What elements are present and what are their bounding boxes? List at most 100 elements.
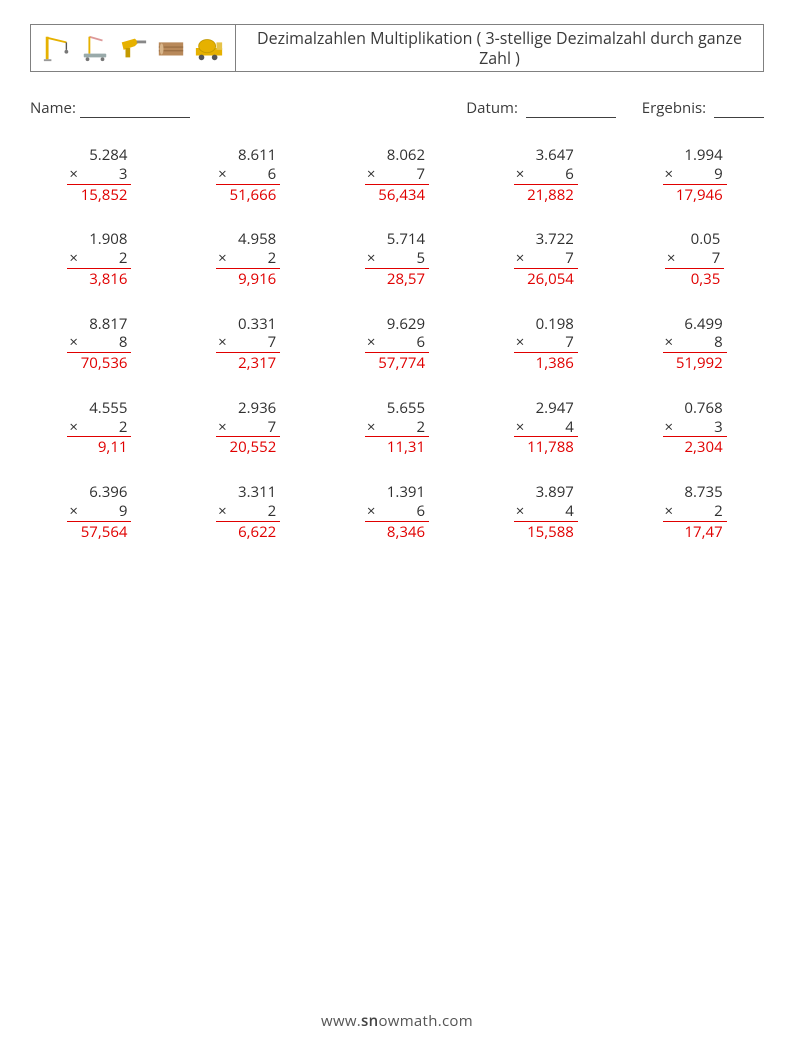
answer: 1,386 [514,352,578,373]
multiplier: 2 [248,501,276,521]
times-symbol: × [663,502,674,521]
multiplicand: 0.768 [663,399,727,418]
multiplier-row: × 6 [514,165,578,185]
answer: 51,666 [216,184,280,205]
multiplicand: 1.391 [365,483,429,502]
date-blank[interactable] [526,104,616,118]
problem: 4.958× 2 9,916 [179,230,318,288]
multiplier-row: × 7 [665,249,724,269]
multiplier: 2 [99,248,127,268]
multiplier: 6 [397,501,425,521]
multiplicand: 9.629 [365,315,429,334]
problem: 1.908× 2 3,816 [30,230,169,288]
multiplier-row: × 9 [67,502,131,522]
crane-platform-icon [79,32,111,64]
answer: 17,47 [663,521,727,542]
multiplicand: 0.331 [216,315,280,334]
multiplier: 7 [397,164,425,184]
name-blank[interactable] [80,104,190,118]
answer: 15,588 [514,521,578,542]
times-symbol: × [67,249,78,268]
multiplier: 6 [546,164,574,184]
times-symbol: × [514,165,525,184]
answer: 26,054 [514,268,578,289]
multiplicand: 3.722 [514,230,578,249]
times-symbol: × [216,418,227,437]
multiplier: 7 [692,248,720,268]
times-symbol: × [216,165,227,184]
answer: 28,57 [365,268,429,289]
multiplicand: 4.958 [216,230,280,249]
multiplier-row: × 6 [365,502,429,522]
problem: 0.198× 7 1,386 [476,315,615,373]
drill-icon [117,32,149,64]
multiplicand: 5.655 [365,399,429,418]
multiplier-row: × 7 [216,333,280,353]
multiplier-row: × 9 [663,165,727,185]
answer: 2,304 [663,436,727,457]
problem: 3.311× 2 6,622 [179,483,318,541]
problem: 0.331× 7 2,317 [179,315,318,373]
meta-row: Name: Datum: Ergebnis: [30,98,764,118]
worksheet-title: Dezimalzahlen Multiplikation ( 3-stellig… [236,25,763,71]
times-symbol: × [365,502,376,521]
multiplier-row: × 2 [365,418,429,438]
multiplier-row: × 2 [216,502,280,522]
worksheet-header: Dezimalzahlen Multiplikation ( 3-stellig… [30,24,764,72]
multiplier-row: × 8 [67,333,131,353]
multiplicand: 3.897 [514,483,578,502]
multiplier-row: × 3 [67,165,131,185]
times-symbol: × [365,165,376,184]
problem: 8.817× 870,536 [30,315,169,373]
problem: 5.284× 315,852 [30,146,169,204]
multiplicand: 8.062 [365,146,429,165]
problem: 0.05× 7 0,35 [625,230,764,288]
multiplicand: 5.714 [365,230,429,249]
multiplier-row: × 6 [216,165,280,185]
times-symbol: × [67,502,78,521]
times-symbol: × [67,333,78,352]
problem: 8.735× 2 17,47 [625,483,764,541]
result-label: Ergebnis: [642,98,706,118]
answer: 11,788 [514,436,578,457]
answer: 20,552 [216,436,280,457]
multiplier-row: × 8 [663,333,727,353]
multiplicand: 3.647 [514,146,578,165]
multiplier: 7 [546,332,574,352]
multiplier: 7 [546,248,574,268]
answer: 9,916 [216,268,280,289]
answer: 6,622 [216,521,280,542]
problems-grid: 5.284× 315,852 8.611× 651,666 8.062× 756… [30,146,764,541]
times-symbol: × [514,502,525,521]
multiplier: 3 [695,417,723,437]
multiplicand: 1.908 [67,230,131,249]
multiplier: 4 [546,417,574,437]
answer: 21,882 [514,184,578,205]
problem: 3.647× 621,882 [476,146,615,204]
answer: 11,31 [365,436,429,457]
multiplicand: 0.05 [665,230,724,249]
answer: 51,992 [663,352,727,373]
multiplicand: 0.198 [514,315,578,334]
multiplier: 6 [248,164,276,184]
answer: 56,434 [365,184,429,205]
multiplier: 2 [248,248,276,268]
problem: 4.555× 2 9,11 [30,399,169,457]
date-label: Datum: [466,98,518,118]
answer: 0,35 [665,268,724,289]
problem: 9.629× 657,774 [328,315,467,373]
times-symbol: × [663,165,674,184]
multiplier: 4 [546,501,574,521]
multiplier: 9 [99,501,127,521]
problem: 6.396× 957,564 [30,483,169,541]
multiplier: 9 [695,164,723,184]
result-blank[interactable] [714,104,764,118]
times-symbol: × [514,333,525,352]
answer: 9,11 [67,436,131,457]
times-symbol: × [365,418,376,437]
times-symbol: × [514,418,525,437]
multiplier-row: × 4 [514,418,578,438]
multiplicand: 5.284 [67,146,131,165]
multiplicand: 8.611 [216,146,280,165]
multiplier: 2 [397,417,425,437]
